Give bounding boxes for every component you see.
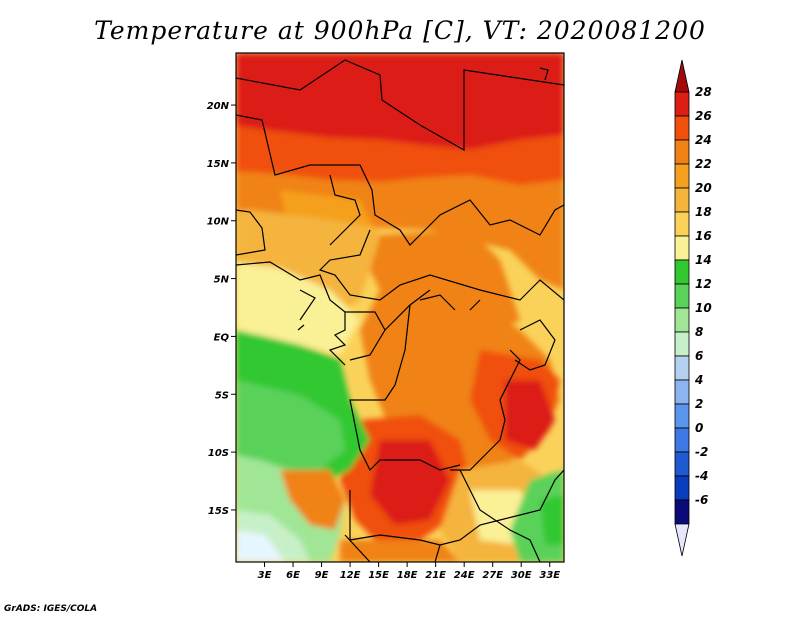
country-borders: [236, 59, 564, 562]
y-tick-label: 10S: [208, 448, 229, 459]
x-tick-label: 30E: [511, 570, 532, 581]
x-tick-label: 21E: [425, 570, 446, 581]
colorbar-label: -6: [695, 493, 708, 507]
colorbar-swatch: [674, 307, 690, 333]
x-tick-label: 18E: [397, 570, 418, 581]
x-tick-label: 3E: [258, 570, 272, 581]
colorbar-swatch: [674, 139, 690, 165]
colorbar-label: 12: [695, 277, 712, 291]
y-tick-label: 5N: [214, 275, 230, 286]
map-title: Temperature at 900hPa [C], VT: 202008120…: [94, 16, 706, 45]
colorbar-label: 26: [695, 109, 712, 123]
x-tick-label: 27E: [482, 570, 503, 581]
colorbar-label: 2: [695, 397, 703, 411]
colorbar-label: 6: [695, 349, 703, 363]
map-frame: [235, 52, 565, 563]
y-tick-label: EQ: [214, 332, 230, 343]
colorbar-label: 22: [695, 157, 712, 171]
x-tick-label: 15E: [368, 570, 389, 581]
y-tick-label: 5S: [215, 390, 229, 401]
colorbar-swatch: [674, 451, 690, 477]
y-tick-label: 10N: [207, 217, 230, 228]
colorbar-label: -4: [695, 469, 708, 483]
colorbar-label: 8: [695, 325, 703, 339]
y-tick-label: 15S: [208, 506, 229, 517]
colorbar-label: 18: [695, 205, 712, 219]
colorbar-label: 14: [695, 253, 712, 267]
y-tick-label: 15N: [207, 159, 230, 170]
colorbar-swatch: [674, 187, 690, 213]
colorbar-swatch: [674, 331, 690, 357]
colorbar-label: 10: [695, 301, 712, 315]
colorbar-swatch: [674, 427, 690, 453]
y-tick-label: 20N: [207, 101, 230, 112]
colorbar-label: 0: [695, 421, 703, 435]
colorbar-swatch: [674, 523, 690, 557]
colorbar-swatch: [674, 211, 690, 237]
colorbar-swatch: [674, 379, 690, 405]
colorbar-label: 4: [694, 373, 703, 387]
temperature-field: [236, 53, 564, 562]
footer-credit: GrADS: IGES/COLA: [4, 604, 98, 614]
colorbar-swatch: [674, 259, 690, 285]
colorbar-label: 24: [695, 133, 712, 147]
map-axes: 3E 6E 9E 12E 15E 18E 21E 24E 27E 30E 33E 20N 15N 10N 5…: [207, 101, 561, 581]
colorbar-swatch: [674, 355, 690, 381]
x-tick-label: 6E: [286, 570, 300, 581]
x-tick-label: 33E: [539, 570, 560, 581]
colorbar-label: -2: [695, 445, 708, 459]
colorbar-label: 16: [695, 229, 712, 243]
colorbar-swatch: [674, 475, 690, 501]
colorbar-label: 28: [695, 85, 712, 99]
colorbar-swatch: [674, 499, 690, 525]
x-tick-label: 9E: [315, 570, 329, 581]
colorbar-swatch: [674, 283, 690, 309]
colorbar-swatch: [674, 59, 690, 93]
colorbar-swatch: [674, 403, 690, 429]
colorbar-swatch: [674, 235, 690, 261]
colorbar-swatch: [674, 115, 690, 141]
x-tick-label: 24E: [454, 570, 475, 581]
colorbar-label: 20: [695, 181, 712, 195]
colorbar-swatch: [674, 91, 690, 117]
colorbar-swatch: [674, 163, 690, 189]
x-tick-label: 12E: [340, 570, 361, 581]
